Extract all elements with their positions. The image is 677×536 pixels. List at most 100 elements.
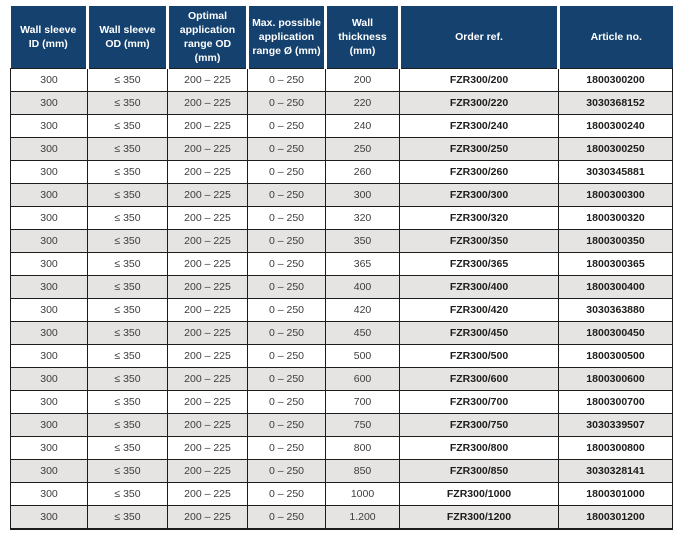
cell-optimal_application_range_od: 200 – 225 (167, 505, 248, 530)
cell-optimal_application_range_od: 200 – 225 (167, 183, 248, 207)
cell-wall_sleeve_id: 300 (10, 482, 88, 506)
cell-wall_sleeve_id: 300 (10, 252, 88, 276)
cell-wall_sleeve_od: ≤ 350 (87, 114, 168, 138)
cell-wall_thickness: 850 (325, 459, 400, 483)
cell-wall_sleeve_od: ≤ 350 (87, 367, 168, 391)
cell-max_possible_application_range: 0 – 250 (247, 321, 326, 345)
cell-wall_sleeve_od: ≤ 350 (87, 275, 168, 299)
cell-optimal_application_range_od: 200 – 225 (167, 413, 248, 437)
cell-max_possible_application_range: 0 – 250 (247, 183, 326, 207)
cell-article_no: 1800300240 (558, 114, 673, 138)
cell-article_no: 1800300700 (558, 390, 673, 414)
cell-wall_sleeve_id: 300 (10, 436, 88, 460)
table-row: 300 ≤ 350 200 – 225 0 – 250 220 FZR300/220 303… (10, 91, 673, 115)
cell-optimal_application_range_od: 200 – 225 (167, 367, 248, 391)
cell-wall_sleeve_od: ≤ 350 (87, 252, 168, 276)
cell-wall_sleeve_od: ≤ 350 (87, 436, 168, 460)
cell-wall_sleeve_od: ≤ 350 (87, 183, 168, 207)
cell-wall_sleeve_id: 300 (10, 68, 88, 92)
cell-order_ref: FZR300/1000 (399, 482, 559, 506)
cell-order_ref: FZR300/800 (399, 436, 559, 460)
cell-max_possible_application_range: 0 – 250 (247, 298, 326, 322)
cell-optimal_application_range_od: 200 – 225 (167, 344, 248, 368)
cell-order_ref: FZR300/500 (399, 344, 559, 368)
cell-article_no: 1800300320 (558, 206, 673, 230)
cell-wall_thickness: 400 (325, 275, 400, 299)
cell-wall_thickness: 365 (325, 252, 400, 276)
cell-order_ref: FZR300/300 (399, 183, 559, 207)
cell-order_ref: FZR300/250 (399, 137, 559, 161)
table-row: 300 ≤ 350 200 – 225 0 – 250 300 FZR300/300 180… (10, 183, 673, 207)
cell-max_possible_application_range: 0 – 250 (247, 252, 326, 276)
column-header-optimal-application-range-od: Optimal application range OD (mm) (166, 6, 248, 69)
cell-wall_thickness: 750 (325, 413, 400, 437)
cell-order_ref: FZR300/450 (399, 321, 559, 345)
cell-optimal_application_range_od: 200 – 225 (167, 436, 248, 460)
cell-wall_thickness: 260 (325, 160, 400, 184)
table-row: 300 ≤ 350 200 – 225 0 – 250 850 FZR300/850 303… (10, 459, 673, 483)
cell-wall_thickness: 1000 (325, 482, 400, 506)
cell-optimal_application_range_od: 200 – 225 (167, 206, 248, 230)
cell-wall_thickness: 300 (325, 183, 400, 207)
column-header-wall-thickness: Wall thickness (mm) (324, 6, 400, 69)
cell-optimal_application_range_od: 200 – 225 (167, 275, 248, 299)
cell-wall_sleeve_od: ≤ 350 (87, 206, 168, 230)
cell-optimal_application_range_od: 200 – 225 (167, 137, 248, 161)
cell-max_possible_application_range: 0 – 250 (247, 229, 326, 253)
cell-order_ref: FZR300/750 (399, 413, 559, 437)
cell-article_no: 1800301000 (558, 482, 673, 506)
cell-optimal_application_range_od: 200 – 225 (167, 229, 248, 253)
table-row: 300 ≤ 350 200 – 225 0 – 250 750 FZR300/750 303… (10, 413, 673, 437)
table-row: 300 ≤ 350 200 – 225 0 – 250 240 FZR300/240 180… (10, 114, 673, 138)
wall-sleeve-spec-table: Wall sleeve ID (mm) Wall sleeve OD (mm) … (10, 6, 673, 530)
cell-article_no: 1800301200 (558, 505, 673, 530)
cell-max_possible_application_range: 0 – 250 (247, 482, 326, 506)
cell-order_ref: FZR300/600 (399, 367, 559, 391)
cell-max_possible_application_range: 0 – 250 (247, 413, 326, 437)
cell-max_possible_application_range: 0 – 250 (247, 436, 326, 460)
cell-wall_thickness: 350 (325, 229, 400, 253)
cell-wall_sleeve_id: 300 (10, 206, 88, 230)
cell-article_no: 1800300600 (558, 367, 673, 391)
cell-wall_sleeve_od: ≤ 350 (87, 321, 168, 345)
cell-article_no: 1800300500 (558, 344, 673, 368)
cell-wall_thickness: 250 (325, 137, 400, 161)
cell-max_possible_application_range: 0 – 250 (247, 137, 326, 161)
cell-max_possible_application_range: 0 – 250 (247, 275, 326, 299)
cell-max_possible_application_range: 0 – 250 (247, 390, 326, 414)
cell-order_ref: FZR300/200 (399, 68, 559, 92)
table-body: 300 ≤ 350 200 – 225 0 – 250 200 FZR300/200 180… (10, 68, 673, 530)
cell-wall_sleeve_id: 300 (10, 367, 88, 391)
table-row: 300 ≤ 350 200 – 225 0 – 250 350 FZR300/350 180… (10, 229, 673, 253)
cell-optimal_application_range_od: 200 – 225 (167, 321, 248, 345)
cell-wall_thickness: 240 (325, 114, 400, 138)
cell-optimal_application_range_od: 200 – 225 (167, 160, 248, 184)
table-row: 300 ≤ 350 200 – 225 0 – 250 320 FZR300/320 180… (10, 206, 673, 230)
cell-optimal_application_range_od: 200 – 225 (167, 459, 248, 483)
column-header-max-possible-application-range: Max. possible application range Ø (mm) (246, 6, 326, 69)
cell-wall_sleeve_id: 300 (10, 298, 88, 322)
cell-wall_sleeve_id: 300 (10, 321, 88, 345)
cell-order_ref: FZR300/850 (399, 459, 559, 483)
cell-wall_sleeve_od: ≤ 350 (87, 137, 168, 161)
cell-article_no: 1800300400 (558, 275, 673, 299)
cell-wall_thickness: 450 (325, 321, 400, 345)
table-row: 300 ≤ 350 200 – 225 0 – 250 600 FZR300/600 180… (10, 367, 673, 391)
cell-wall_sleeve_id: 300 (10, 114, 88, 138)
table-row: 300 ≤ 350 200 – 225 0 – 250 700 FZR300/700 180… (10, 390, 673, 414)
cell-max_possible_application_range: 0 – 250 (247, 68, 326, 92)
cell-wall_thickness: 420 (325, 298, 400, 322)
cell-wall_thickness: 200 (325, 68, 400, 92)
cell-article_no: 3030339507 (558, 413, 673, 437)
table-row: 300 ≤ 350 200 – 225 0 – 250 250 FZR300/250 180… (10, 137, 673, 161)
cell-wall_sleeve_od: ≤ 350 (87, 68, 168, 92)
table-row: 300 ≤ 350 200 – 225 0 – 250 1000 FZR300/1000 1… (10, 482, 673, 506)
cell-wall_sleeve_id: 300 (10, 229, 88, 253)
table-row: 300 ≤ 350 200 – 225 0 – 250 800 FZR300/800 180… (10, 436, 673, 460)
cell-wall_sleeve_id: 300 (10, 413, 88, 437)
cell-wall_sleeve_od: ≤ 350 (87, 91, 168, 115)
cell-max_possible_application_range: 0 – 250 (247, 206, 326, 230)
cell-order_ref: FZR300/420 (399, 298, 559, 322)
cell-wall_thickness: 1.200 (325, 505, 400, 530)
